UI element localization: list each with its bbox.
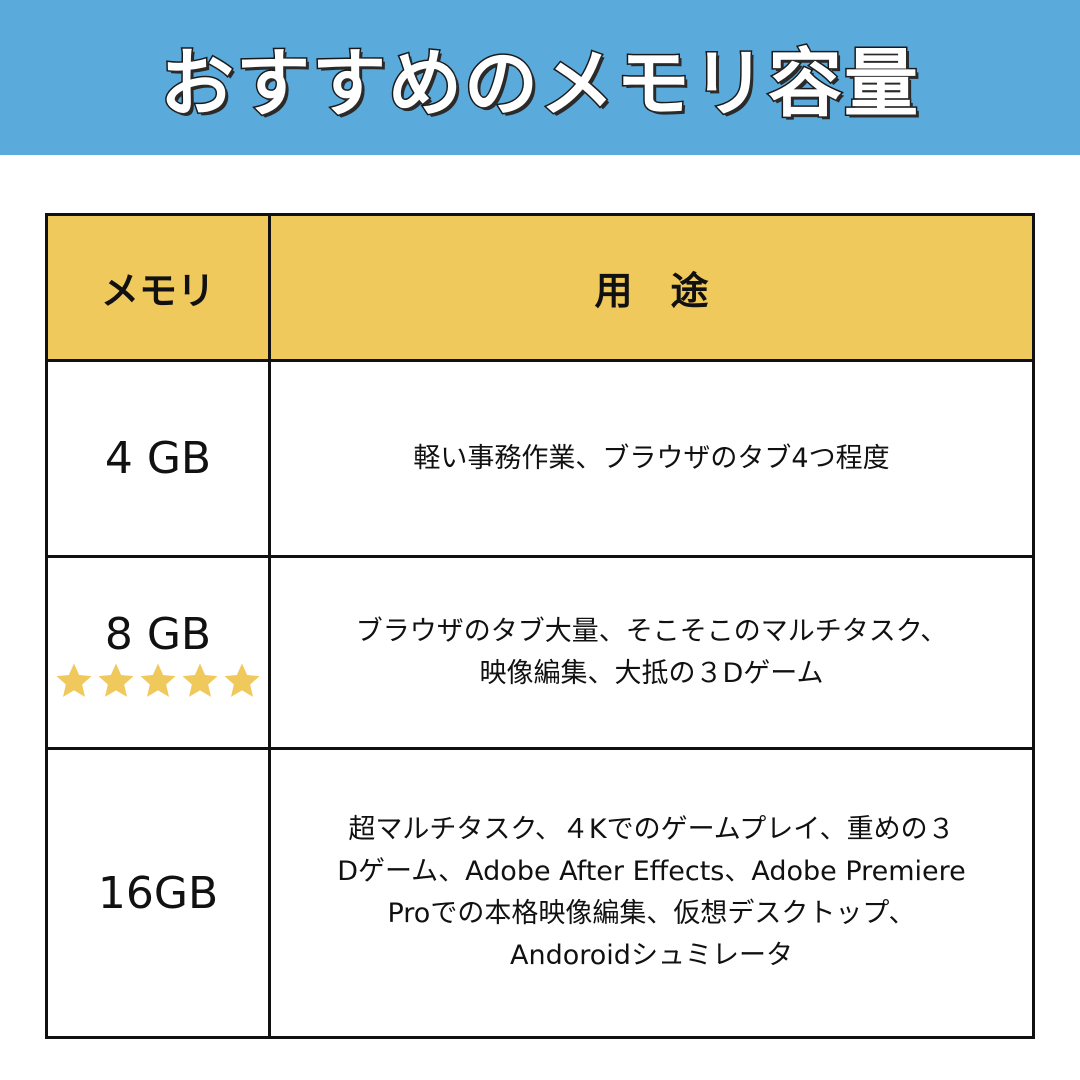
star-icon bbox=[140, 663, 176, 697]
page-title: おすすめのメモリ容量 bbox=[159, 40, 920, 129]
memory-value: 8 GB bbox=[104, 608, 212, 660]
memory-value: 4 GB bbox=[104, 433, 212, 484]
header-usage: 用 途 bbox=[268, 213, 1035, 362]
usage-line: Andoroidシュミレータ bbox=[510, 940, 793, 971]
star-icon bbox=[56, 663, 92, 697]
usage-line: 超マルチタスク、４Kでのゲームプレイ、重めの３ bbox=[348, 814, 955, 845]
star-icon bbox=[182, 663, 218, 697]
header-memory: メモリ bbox=[45, 213, 271, 362]
memory-cell: 16GB bbox=[45, 747, 271, 1039]
usage-cell: 超マルチタスク、４Kでのゲームプレイ、重めの３ Dゲーム、Adobe After… bbox=[268, 747, 1035, 1039]
usage-cell: 軽い事務作業、ブラウザのタブ4つ程度 bbox=[268, 359, 1035, 558]
table-row: 8 GB ブラウザのタブ大量、そこそこのマルチタスク、 映像編集、大抵の３Dゲー… bbox=[45, 555, 1035, 750]
table-row: 4 GB 軽い事務作業、ブラウザのタブ4つ程度 bbox=[45, 359, 1035, 558]
usage-line: 軽い事務作業、ブラウザのタブ4つ程度 bbox=[413, 442, 890, 474]
memory-table: メモリ 用 途 4 GB 軽い事務作業、ブラウザのタブ4つ程度 8 GB ブラウ… bbox=[45, 213, 1035, 1039]
memory-cell: 4 GB bbox=[45, 359, 271, 558]
usage-line: Proでの本格映像編集、仮想デスクトップ、 bbox=[387, 898, 916, 929]
usage-line: 映像編集、大抵の３Dゲーム bbox=[479, 657, 824, 689]
usage-line: Dゲーム、Adobe After Effects、Adobe Premiere bbox=[337, 856, 966, 887]
usage-cell: ブラウザのタブ大量、そこそこのマルチタスク、 映像編集、大抵の３Dゲーム bbox=[268, 555, 1035, 750]
title-banner: おすすめのメモリ容量 bbox=[0, 0, 1080, 155]
memory-value: 16GB bbox=[97, 867, 219, 919]
memory-cell: 8 GB bbox=[45, 555, 271, 750]
star-icon bbox=[224, 663, 260, 697]
star-icon bbox=[98, 663, 134, 697]
rating-stars bbox=[48, 661, 268, 701]
table-header-row: メモリ 用 途 bbox=[45, 213, 1035, 362]
table-row: 16GB 超マルチタスク、４Kでのゲームプレイ、重めの３ Dゲーム、Adobe … bbox=[45, 747, 1035, 1039]
usage-line: ブラウザのタブ大量、そこそこのマルチタスク、 bbox=[355, 615, 948, 647]
